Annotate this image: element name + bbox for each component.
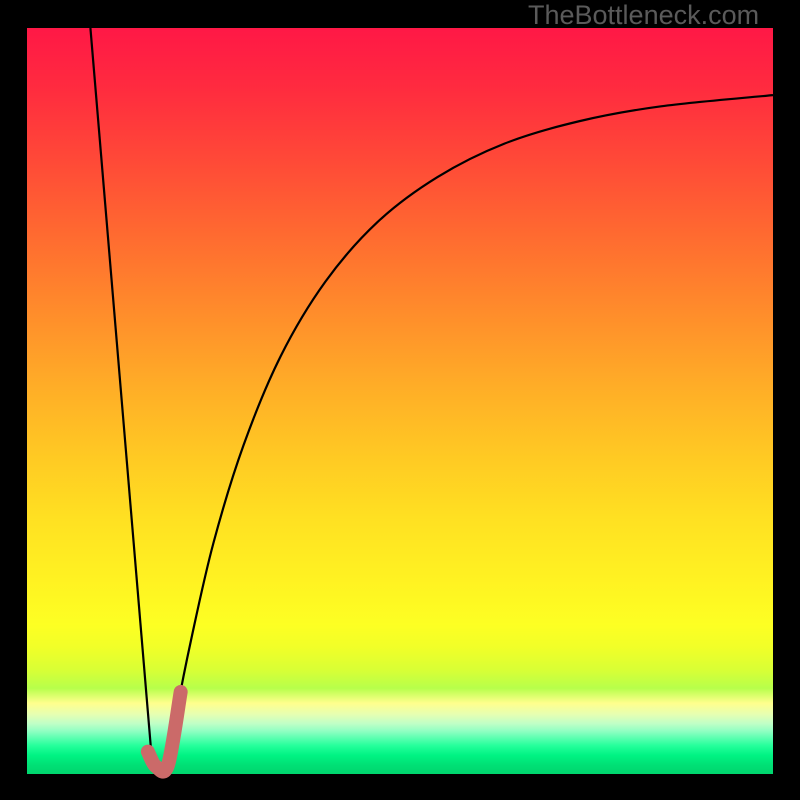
watermark-text: TheBottleneck.com — [528, 0, 759, 31]
plot-area — [27, 28, 773, 774]
bottleneck-chart — [0, 0, 800, 800]
chart-stage: TheBottleneck.com — [0, 0, 800, 800]
